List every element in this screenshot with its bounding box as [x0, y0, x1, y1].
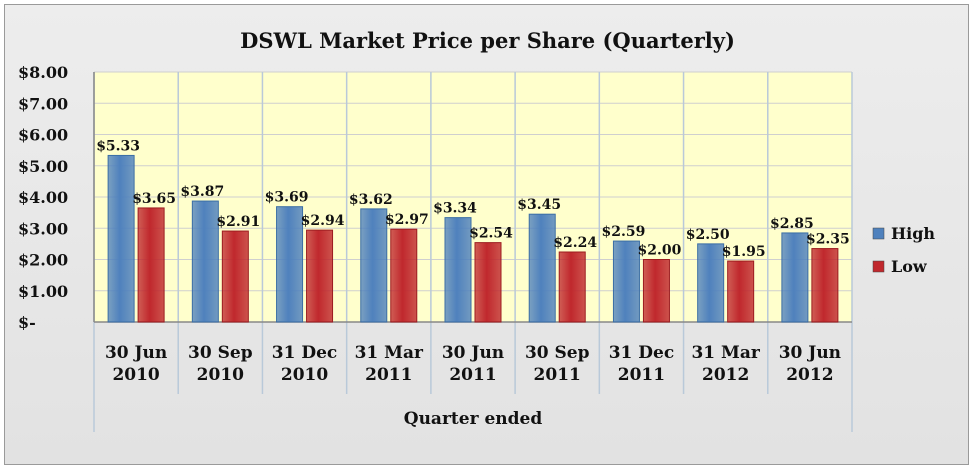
- bar-low: [642, 259, 670, 323]
- bar-low: [306, 229, 334, 323]
- data-label-low: $2.91: [216, 214, 260, 230]
- x-tick-label-line: 30 Sep: [188, 343, 253, 363]
- x-tick-label: 30 Jun 2011: [442, 343, 504, 385]
- data-label-high: $5.33: [96, 138, 140, 154]
- legend-swatch-high: [872, 227, 885, 240]
- data-label-low: $2.94: [301, 213, 345, 229]
- y-tick-label: $7.00: [18, 94, 68, 113]
- y-tick-label: $4.00: [18, 188, 68, 207]
- x-tick-label-line: 31 Dec: [272, 343, 338, 363]
- x-tick-label-line: 2010: [112, 365, 159, 385]
- x-tick-label-line: 2012: [786, 365, 833, 385]
- data-label-low: $2.24: [553, 235, 597, 251]
- bar-high: [360, 208, 388, 323]
- bar-high: [612, 240, 640, 323]
- y-tick-label: $5.00: [18, 157, 68, 176]
- x-tick-label-line: 31 Dec: [609, 343, 675, 363]
- bar-low: [221, 230, 249, 323]
- bar-low: [811, 248, 839, 323]
- bar-high: [107, 154, 135, 323]
- x-tick-label: 31 Mar 2012: [691, 343, 760, 385]
- legend: High Low: [872, 224, 935, 276]
- x-tick-label-line: 2010: [281, 365, 328, 385]
- x-tick-label: 30 Jun 2010: [105, 343, 167, 385]
- bar-low: [474, 242, 502, 323]
- y-tick-label: $3.00: [18, 219, 68, 238]
- data-label-high: $3.45: [517, 197, 561, 213]
- data-label-low: $2.35: [806, 232, 850, 248]
- data-label-low: $3.65: [132, 191, 176, 207]
- y-tick-label: $1.00: [18, 282, 68, 301]
- x-tick-label-line: 30 Jun: [105, 343, 167, 363]
- data-label-low: $2.00: [638, 243, 682, 259]
- data-label-high: $3.87: [180, 184, 224, 200]
- legend-label-low: Low: [891, 257, 928, 276]
- y-tick-label: $6.00: [18, 126, 68, 145]
- bar-high: [276, 206, 304, 323]
- bar-low: [727, 260, 755, 323]
- x-tick-label-line: 30 Sep: [525, 343, 590, 363]
- bar-high: [781, 232, 809, 323]
- legend-label-high: High: [891, 224, 935, 243]
- x-tick-label-line: 31 Mar: [355, 343, 424, 363]
- data-label-high: $3.69: [265, 190, 309, 206]
- bar-low: [558, 251, 586, 323]
- x-tick-label: 31 Dec 2010: [272, 343, 338, 385]
- y-tick-label: $-: [18, 313, 36, 332]
- data-label-high: $2.59: [602, 224, 646, 240]
- bar-low: [390, 228, 418, 323]
- x-tick-label: 30 Sep 2011: [525, 343, 590, 385]
- bar-high: [528, 213, 556, 323]
- data-label-low: $2.97: [385, 212, 429, 228]
- bar-low: [137, 207, 165, 323]
- bar-high: [191, 200, 219, 323]
- x-tick-label: 30 Sep 2010: [188, 343, 253, 385]
- y-tick-label: $8.00: [18, 63, 68, 82]
- x-tick-label-line: 2011: [449, 365, 496, 385]
- x-tick-label-line: 2011: [534, 365, 581, 385]
- bar-high: [444, 217, 472, 323]
- chart-title: DSWL Market Price per Share (Quarterly): [240, 28, 735, 53]
- data-label-low: $2.54: [469, 226, 513, 242]
- x-tick-label-line: 2011: [365, 365, 412, 385]
- x-tick-label-line: 30 Jun: [779, 343, 841, 363]
- data-label-high: $2.85: [770, 216, 814, 232]
- data-label-high: $2.50: [686, 227, 730, 243]
- x-tick-label-line: 2010: [197, 365, 244, 385]
- x-tick-label: 31 Mar 2011: [355, 343, 424, 385]
- x-tick-label: 31 Dec 2011: [609, 343, 675, 385]
- x-tick-label-line: 31 Mar: [691, 343, 760, 363]
- x-tick-label-line: 30 Jun: [442, 343, 504, 363]
- x-tick-label-line: 2011: [618, 365, 665, 385]
- data-label-high: $3.34: [433, 201, 477, 217]
- x-tick-label-line: 2012: [702, 365, 749, 385]
- x-axis-title: Quarter ended: [404, 409, 543, 429]
- y-tick-label: $2.00: [18, 251, 68, 270]
- data-label-high: $3.62: [349, 192, 393, 208]
- data-label-low: $1.95: [722, 244, 766, 260]
- legend-swatch-low: [872, 260, 885, 273]
- x-tick-label: 30 Jun 2012: [779, 343, 841, 385]
- bar-high: [697, 243, 725, 323]
